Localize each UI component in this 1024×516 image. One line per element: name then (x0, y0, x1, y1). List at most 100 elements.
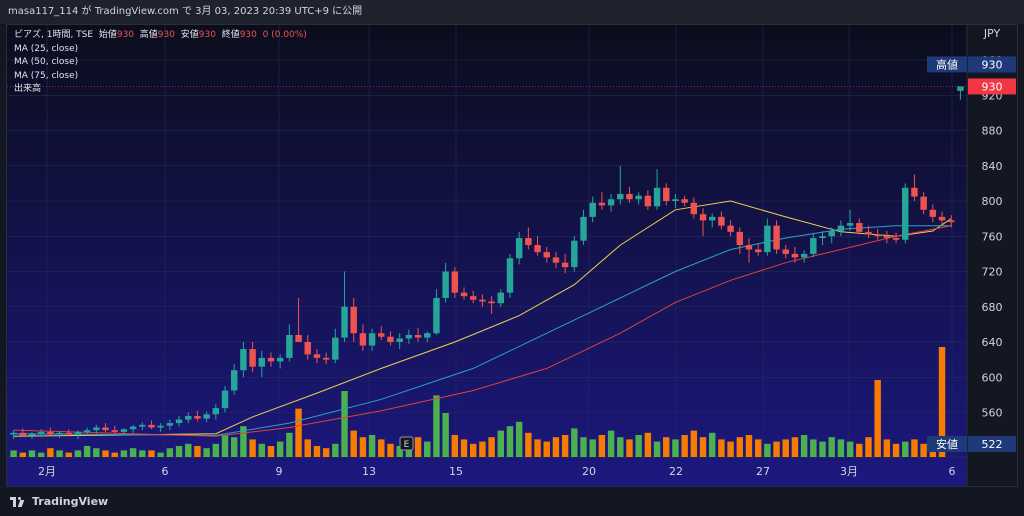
volume-bar (460, 439, 468, 457)
volume-bar (313, 446, 321, 457)
volume-bar (111, 452, 118, 457)
volume-bar (65, 452, 72, 457)
tradingview-brand: TradingView (32, 495, 109, 508)
high-label: 高値 (936, 57, 958, 71)
tradingview-logo[interactable]: TradingView (10, 495, 108, 508)
volume-bar (644, 432, 652, 457)
candle-body (846, 223, 854, 226)
volume-bar (883, 439, 891, 457)
ma75-line (13, 225, 952, 437)
price-axis[interactable]: JPY560600640680720760800840880920960 (982, 27, 1003, 420)
volume-bar (240, 426, 247, 457)
indicator-ma75-legend[interactable]: MA (75, close) (14, 70, 79, 81)
volume-bar (800, 435, 808, 457)
candle-body (782, 249, 789, 254)
candle-body (47, 431, 54, 435)
time-axis[interactable]: 2月 6 9 13 15 20 22 27 3月 6 (38, 465, 956, 478)
chart-panel[interactable]: E JPY560600640680720760800840880920960 2… (6, 24, 1018, 487)
volume-bar (846, 441, 854, 457)
candle-body (672, 199, 679, 202)
volume-bar (286, 432, 293, 457)
price-chart[interactable]: E JPY560600640680720760800840880920960 2… (7, 25, 1017, 486)
volume-bar (626, 439, 633, 457)
volume-bar (203, 448, 210, 457)
price-tick-label: 640 (982, 336, 1003, 349)
candle-body (497, 292, 505, 304)
candle-body (800, 253, 808, 258)
volume-bar (28, 450, 36, 457)
candle-body (736, 231, 744, 246)
volume-bar (304, 439, 311, 457)
candle-body (791, 253, 799, 258)
volume-bar (681, 435, 688, 457)
candle-body (276, 357, 284, 362)
time-tick-label: 27 (756, 465, 770, 478)
price-tags: 高値 930 930 安値 522 (7, 56, 1016, 452)
footer-bar (0, 487, 1024, 516)
candle-body (561, 262, 569, 268)
volume-bar (497, 430, 505, 457)
candle-body (552, 257, 560, 263)
candle-body (212, 408, 220, 415)
candle-body (359, 333, 367, 346)
candle-body (139, 424, 146, 427)
candle-body (681, 199, 688, 203)
candle-body (708, 216, 716, 221)
volume-bar (856, 443, 863, 457)
candle-body (378, 333, 385, 337)
candle-body (506, 258, 514, 293)
price-tick-label: 680 (982, 301, 1003, 314)
volume-bar (773, 441, 780, 457)
volume-bar (727, 441, 734, 457)
volume-bar (341, 391, 348, 457)
candle-body (148, 424, 155, 428)
candle-body (929, 209, 937, 217)
candle-body (837, 225, 845, 231)
candle-body (19, 432, 27, 436)
candle-body (74, 431, 82, 435)
time-tick-label: 2月 (38, 465, 56, 478)
volume-bar (185, 443, 192, 457)
volume-bar (295, 408, 302, 457)
candle-body (911, 187, 918, 197)
volume-bar (571, 428, 578, 457)
indicator-volume-legend[interactable]: 出来高 (14, 84, 42, 94)
candle-body (580, 216, 587, 241)
last-price-tag: 930 (968, 78, 1016, 95)
publish-caption: masa117_114 が TradingView.com で 3月 03, 2… (0, 0, 1024, 24)
volume-bar (653, 441, 661, 457)
candle-body (865, 231, 872, 235)
candle-body (764, 225, 771, 253)
volume-bar (83, 446, 91, 457)
volume-bar (56, 450, 63, 457)
volume-bar (745, 435, 753, 457)
ohlc-high: 高値930 (139, 30, 175, 40)
candle-body (598, 202, 606, 206)
candle-body (902, 187, 909, 240)
candle-body (488, 301, 495, 304)
volume-bar (810, 439, 817, 457)
indicator-ma50-legend[interactable]: MA (50, close) (14, 57, 79, 67)
volume-bar (764, 443, 771, 457)
candle-body (525, 238, 532, 246)
volume-bar (828, 437, 835, 457)
volume-bar (230, 437, 238, 457)
candle-body (129, 426, 137, 430)
candle-body (111, 430, 118, 432)
candle-body (663, 187, 670, 202)
volume-bar (387, 443, 394, 457)
volume-bar (10, 450, 17, 457)
symbol-legend-row[interactable]: ビアズ, 1時間, TSE 始値930 高値930 安値930 終値930 0 … (14, 29, 307, 43)
candle-body (718, 216, 725, 226)
high-value: 930 (982, 58, 1003, 71)
chart-legend: ビアズ, 1時間, TSE 始値930 高値930 安値930 終値930 0 … (14, 29, 307, 97)
volume-bar (515, 421, 523, 457)
price-tick-label: 600 (982, 371, 1003, 384)
low-price-tag: 安値 522 (927, 436, 1016, 452)
candle-body (947, 220, 955, 223)
volume-bar (911, 439, 918, 457)
candle-body (479, 299, 486, 302)
indicator-ma25-legend[interactable]: MA (25, close) (14, 43, 79, 54)
volume-bar (332, 443, 339, 457)
candle-body (957, 86, 964, 91)
